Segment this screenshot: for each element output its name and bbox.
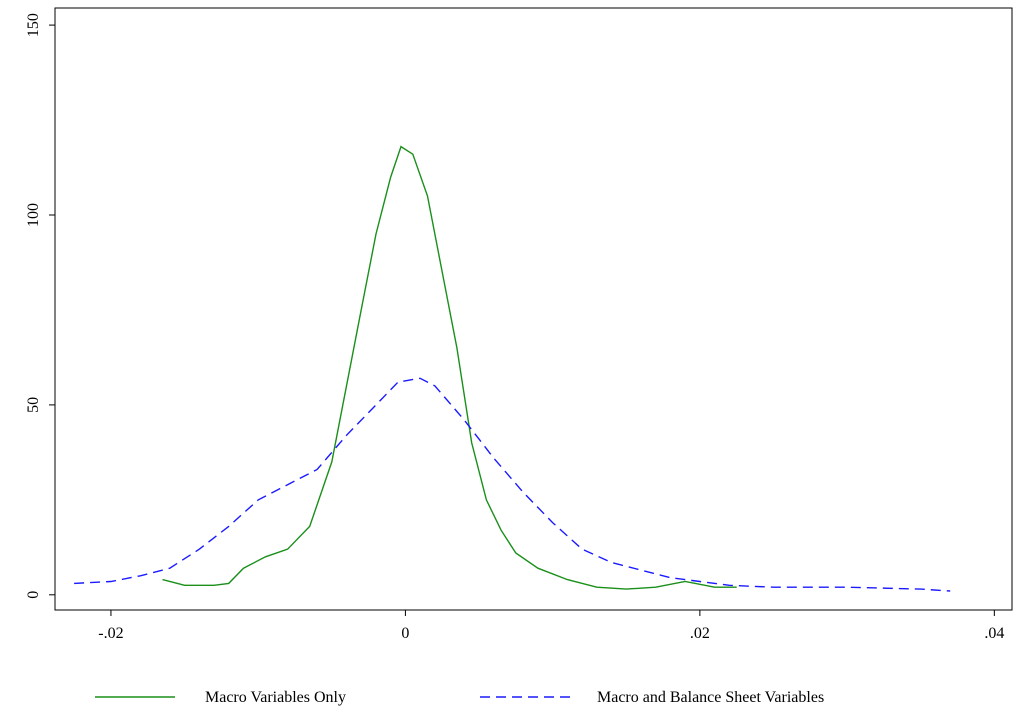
x-tick-label: .04 — [984, 625, 1004, 642]
x-tick-label: 0 — [401, 625, 409, 642]
series-line — [74, 377, 951, 592]
y-tick-label: 100 — [25, 203, 42, 227]
x-tick-label: -.02 — [98, 625, 123, 642]
y-tick-label: 50 — [25, 397, 42, 413]
legend-label: Macro Variables Only — [205, 689, 346, 706]
y-tick-label: 150 — [25, 13, 42, 37]
legend-label: Macro and Balance Sheet Variables — [597, 689, 824, 706]
plot-frame — [54, 7, 1013, 611]
x-tick-label: .02 — [690, 625, 710, 642]
series-line — [162, 145, 737, 590]
y-tick-label: 0 — [25, 591, 42, 599]
